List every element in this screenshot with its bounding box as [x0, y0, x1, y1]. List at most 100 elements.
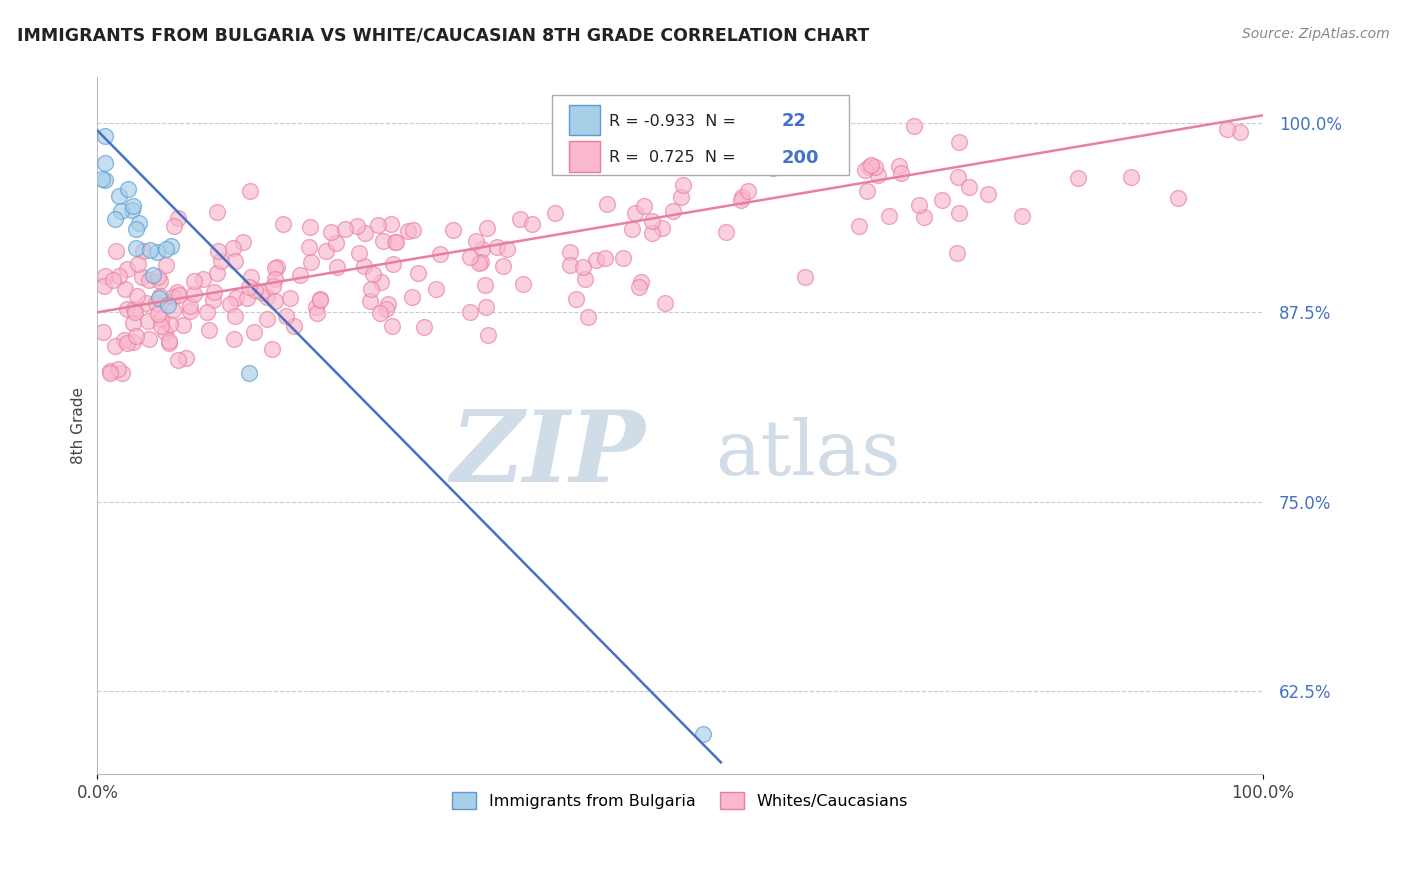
- Point: [112, 333, 135, 347]
- Point: [121, 334, 143, 349]
- Point: [596, 196, 619, 211]
- Point: [280, 291, 302, 305]
- Point: [94, 156, 117, 170]
- Point: [167, 211, 190, 225]
- Point: [315, 244, 337, 258]
- Point: [264, 293, 287, 308]
- Point: [132, 244, 155, 259]
- Point: [859, 158, 882, 172]
- Point: [359, 294, 381, 309]
- Point: [325, 236, 347, 251]
- Point: [122, 199, 145, 213]
- Text: R =  0.725  N =: R = 0.725 N =: [609, 150, 741, 165]
- Point: [858, 161, 880, 175]
- Point: [107, 361, 129, 376]
- Point: [977, 187, 1000, 202]
- Point: [288, 268, 311, 283]
- Point: [384, 235, 406, 249]
- Point: [544, 206, 567, 220]
- Point: [908, 198, 931, 212]
- Point: [155, 258, 177, 272]
- FancyBboxPatch shape: [569, 141, 600, 171]
- Point: [305, 306, 328, 320]
- Point: [793, 270, 815, 285]
- Point: [308, 292, 330, 306]
- Text: 200: 200: [782, 149, 818, 167]
- Point: [402, 223, 425, 237]
- Point: [353, 226, 375, 240]
- Text: ZIP: ZIP: [450, 406, 645, 502]
- Point: [475, 221, 498, 235]
- Point: [166, 285, 188, 299]
- Point: [468, 256, 491, 270]
- Point: [374, 301, 396, 316]
- Point: [224, 310, 246, 324]
- Point: [325, 260, 347, 274]
- Point: [1011, 209, 1033, 223]
- Point: [651, 221, 673, 235]
- Point: [384, 235, 406, 249]
- Point: [558, 258, 581, 272]
- Point: [202, 293, 225, 308]
- Point: [661, 204, 683, 219]
- Point: [243, 325, 266, 339]
- Point: [172, 318, 194, 333]
- Point: [155, 242, 177, 256]
- Point: [848, 219, 870, 233]
- Point: [150, 319, 173, 334]
- Point: [110, 203, 132, 218]
- Point: [382, 257, 405, 271]
- Point: [183, 287, 205, 301]
- Point: [585, 252, 607, 267]
- Point: [692, 726, 714, 740]
- Point: [349, 246, 371, 260]
- Point: [174, 351, 197, 365]
- Point: [353, 259, 375, 273]
- Point: [1067, 171, 1090, 186]
- Point: [565, 292, 588, 306]
- Point: [163, 219, 186, 233]
- Point: [496, 242, 519, 256]
- Point: [377, 296, 399, 310]
- Point: [138, 243, 160, 257]
- Point: [243, 283, 266, 297]
- Point: [142, 268, 165, 282]
- Point: [863, 160, 886, 174]
- Point: [125, 222, 148, 236]
- Point: [957, 180, 980, 194]
- Point: [367, 218, 389, 232]
- Point: [441, 223, 464, 237]
- Point: [125, 328, 148, 343]
- Point: [146, 244, 169, 259]
- Text: IMMIGRANTS FROM BULGARIA VS WHITE/CAUCASIAN 8TH GRADE CORRELATION CHART: IMMIGRANTS FROM BULGARIA VS WHITE/CAUCAS…: [17, 27, 869, 45]
- Point: [93, 279, 115, 293]
- Point: [222, 332, 245, 346]
- Point: [370, 275, 392, 289]
- Point: [101, 273, 124, 287]
- Point: [209, 253, 232, 268]
- Point: [477, 327, 499, 342]
- Point: [283, 318, 305, 333]
- Point: [94, 128, 117, 143]
- Point: [262, 278, 284, 293]
- FancyBboxPatch shape: [569, 104, 600, 136]
- Point: [117, 182, 139, 196]
- Legend: Immigrants from Bulgaria, Whites/Caucasians: Immigrants from Bulgaria, Whites/Caucasi…: [446, 786, 914, 815]
- Point: [654, 295, 676, 310]
- Point: [946, 246, 969, 260]
- Point: [145, 296, 167, 310]
- Point: [520, 217, 543, 231]
- Point: [946, 170, 969, 185]
- Point: [730, 193, 752, 207]
- Point: [98, 366, 121, 380]
- Point: [238, 366, 260, 380]
- Point: [131, 269, 153, 284]
- Point: [219, 297, 242, 311]
- Point: [125, 241, 148, 255]
- Point: [167, 287, 190, 301]
- Point: [866, 169, 889, 183]
- Point: [149, 289, 172, 303]
- Point: [762, 161, 785, 175]
- Point: [877, 209, 900, 223]
- Point: [111, 366, 134, 380]
